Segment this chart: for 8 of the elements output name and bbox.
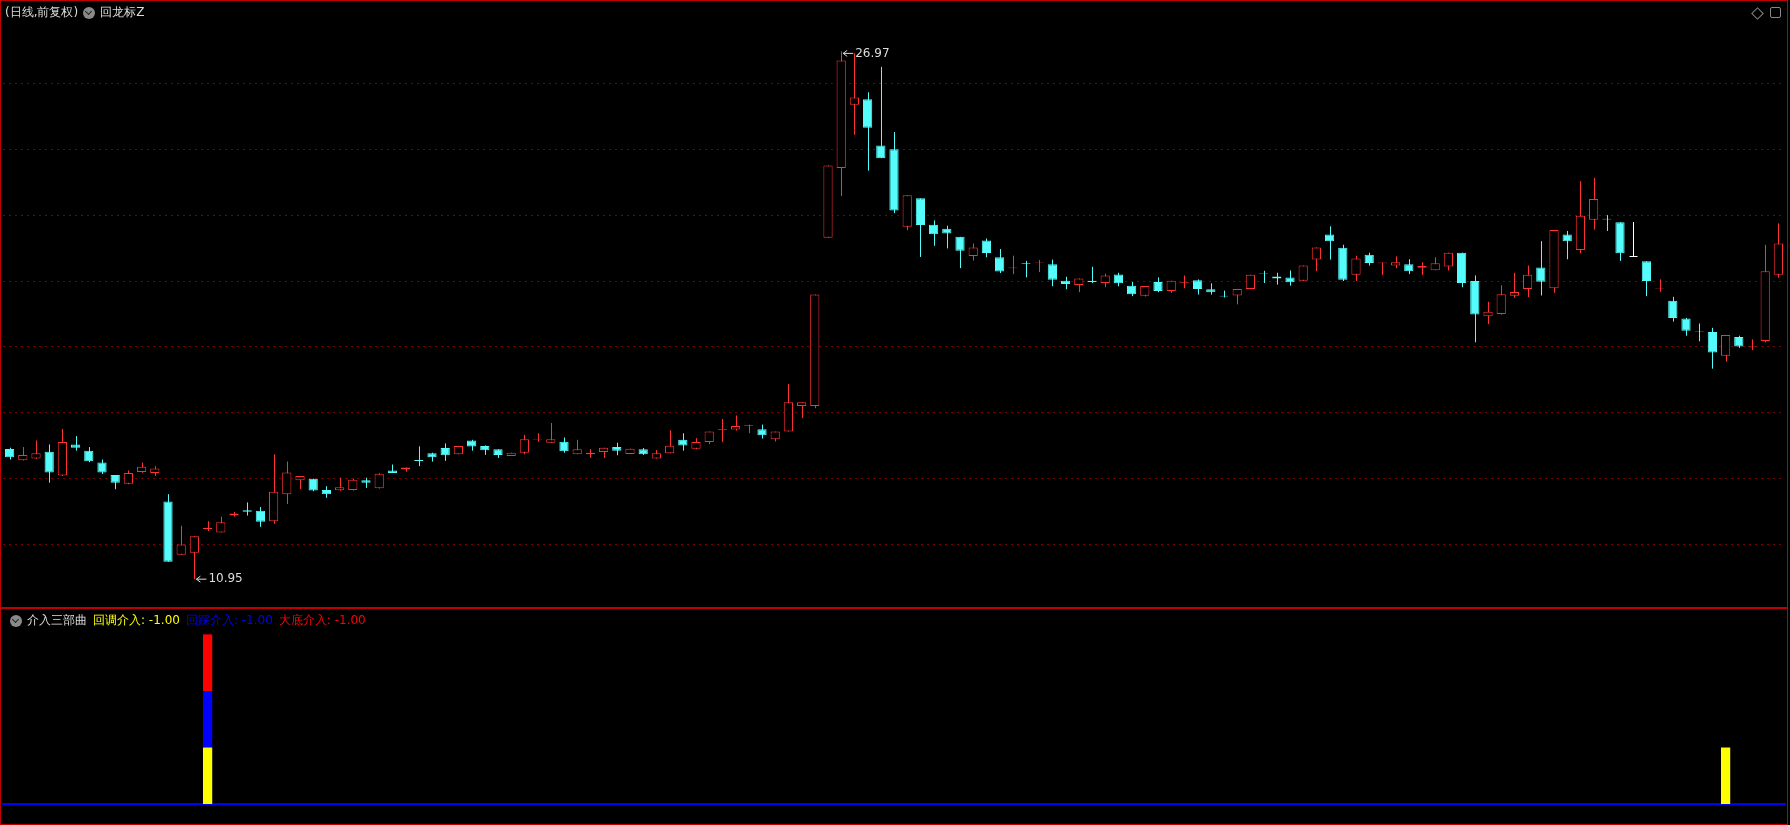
text: 大底介入: -1.00 <box>278 612 366 629</box>
annotation: 26.97 <box>855 45 890 60</box>
chart-subtitle: 回龙标Z <box>100 4 145 21</box>
annotation: 10.95 <box>208 571 243 586</box>
chart-title: (日线,前复权) <box>5 4 79 21</box>
chart-title: 介入三部曲 <box>27 612 87 629</box>
text: 回调介入: -1.00 <box>93 612 180 629</box>
text: 回踩介入: -1.00 <box>185 612 273 629</box>
